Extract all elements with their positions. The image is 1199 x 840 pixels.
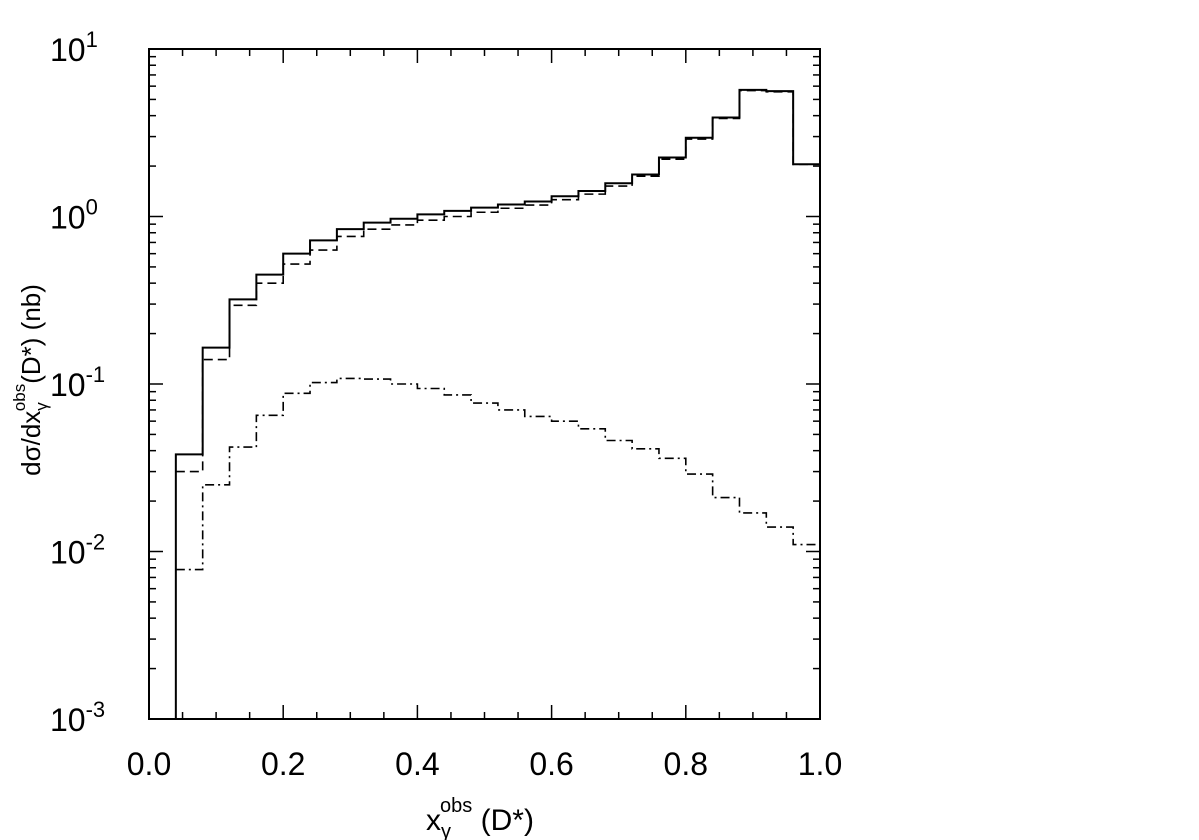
y-tick-exponent: 1 [86, 27, 98, 52]
x-tick-label: 0.0 [127, 746, 171, 782]
x-tick-label: 0.2 [261, 746, 305, 782]
axis-ticks [148, 49, 821, 720]
plot-frame [148, 48, 821, 720]
x-tick-label: 1.0 [798, 746, 842, 782]
y-axis-label-suffix: (D*) (nb) [16, 284, 46, 384]
y-tick-exponent: 0 [86, 195, 98, 220]
x-axis-label-sub: γ [441, 821, 451, 840]
x-axis-label-main: x [426, 804, 441, 837]
y-tick-base: 10 [50, 32, 86, 68]
y-axis-label-sub: γ [32, 402, 51, 411]
x-tick-label: 0.4 [395, 746, 439, 782]
x-axis-label-suffix: (D*) [472, 804, 534, 837]
series-line-dash-dot [175, 377, 820, 571]
y-tick-label: 10-1 [50, 362, 105, 403]
y-axis-label-pre: dσ/dx [16, 411, 46, 476]
y-tick-base: 10 [50, 702, 86, 738]
y-tick-exponent: -3 [86, 697, 106, 722]
y-tick-label: 10-3 [50, 697, 105, 738]
series-line-dashed [175, 89, 820, 473]
y-tick-label: 101 [50, 27, 98, 68]
y-tick-base: 10 [50, 535, 86, 571]
series-layer [174, 88, 820, 719]
y-tick-exponent: -2 [86, 530, 106, 555]
y-tick-label: 10-2 [50, 530, 105, 571]
y-tick-exponent: -1 [86, 362, 106, 387]
y-tick-base: 10 [50, 200, 86, 236]
x-tick-label: 0.8 [664, 746, 708, 782]
y-tick-label: 100 [50, 195, 98, 236]
x-tick-labels: 0.0 0.2 0.4 0.6 0.8 1.0 [127, 746, 842, 782]
x-axis-label: xγ obs (D*) [426, 795, 534, 840]
x-tick-label: 0.6 [529, 746, 573, 782]
x-axis-label-sup: obs [440, 795, 472, 817]
y-axis-label: dσ/dxγobs(D*) (nb) [10, 284, 51, 476]
y-axis-label-sup: obs [10, 384, 29, 411]
y-tick-base: 10 [50, 367, 86, 403]
